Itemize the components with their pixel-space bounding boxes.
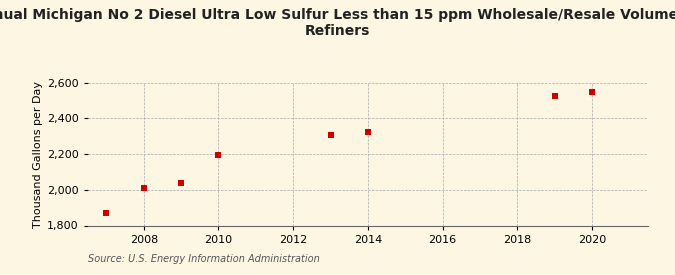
Y-axis label: Thousand Gallons per Day: Thousand Gallons per Day [33,81,43,227]
Point [325,133,336,138]
Point [213,153,224,157]
Text: Annual Michigan No 2 Diesel Ultra Low Sulfur Less than 15 ppm Wholesale/Resale V: Annual Michigan No 2 Diesel Ultra Low Su… [0,8,675,38]
Point [176,181,186,186]
Point [101,211,112,215]
Point [138,186,149,190]
Point [587,90,597,95]
Point [362,130,373,134]
Point [549,94,560,98]
Text: Source: U.S. Energy Information Administration: Source: U.S. Energy Information Administ… [88,254,319,264]
